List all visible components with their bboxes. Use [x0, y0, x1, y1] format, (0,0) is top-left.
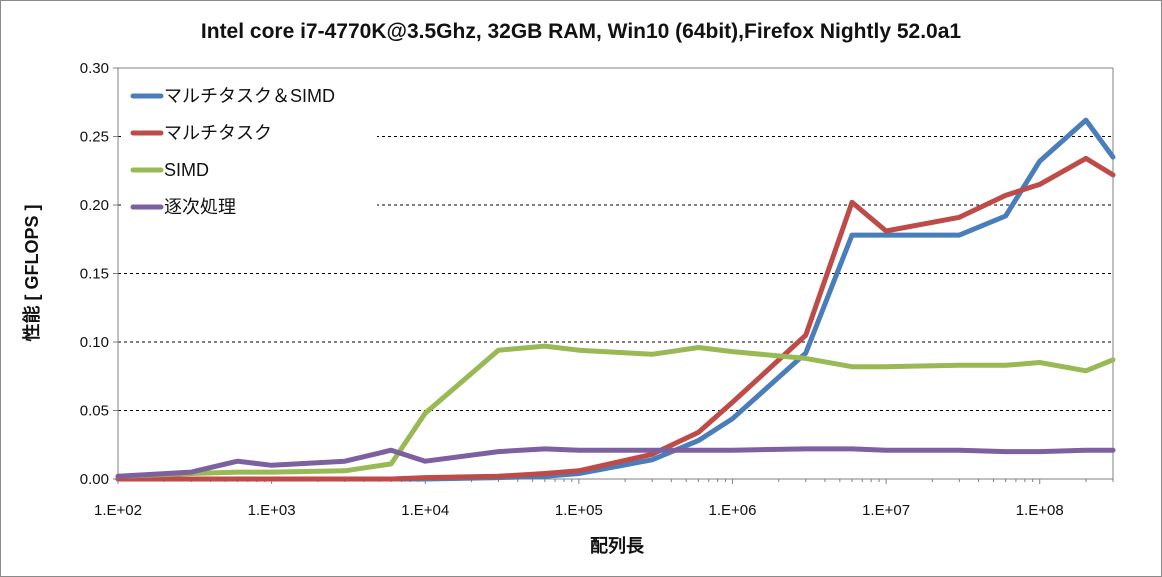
- legend: マルチタスク＆SIMD マルチタスク SIMD 逐次処理: [122, 74, 377, 226]
- series-line: [115, 446, 1116, 479]
- y-tick-label: 0.20: [80, 197, 109, 214]
- x-axis-title: 配列長: [590, 536, 645, 556]
- y-axis-title: 性能 [ GFLOPS ]: [21, 205, 42, 342]
- legend-label: SIMD: [164, 160, 209, 180]
- tick-labels: 0.00 0.05 0.10 0.15 0.20 0.25 0.30 1.E+02 1.E+03…: [80, 60, 1064, 519]
- y-tick-label: 0.00: [80, 471, 109, 488]
- y-tick-label: 0.30: [80, 60, 109, 77]
- data-series: [115, 117, 1116, 482]
- series-line: [115, 343, 1116, 479]
- x-tick-label: 1.E+03: [248, 502, 296, 519]
- chart-title: Intel core i7-4770K@3.5Ghz, 32GB RAM, Wi…: [201, 20, 961, 43]
- x-tick-label: 1.E+07: [862, 502, 910, 519]
- y-tick-label: 0.25: [80, 129, 109, 146]
- y-tick-label: 0.15: [80, 266, 109, 283]
- x-tick-label: 1.E+02: [94, 502, 142, 519]
- x-tick-label: 1.E+06: [708, 502, 756, 519]
- legend-label: 逐次処理: [164, 197, 236, 217]
- legend-label: マルチタスク: [164, 123, 272, 143]
- x-tick-label: 1.E+08: [1016, 502, 1064, 519]
- series-line: [115, 155, 1116, 482]
- y-tick-label: 0.10: [80, 334, 109, 351]
- y-tick-label: 0.05: [80, 403, 109, 420]
- x-tick-label: 1.E+05: [555, 502, 603, 519]
- x-tick-label: 1.E+04: [401, 502, 449, 519]
- legend-label: マルチタスク＆SIMD: [164, 86, 335, 106]
- legend-background: [122, 74, 377, 226]
